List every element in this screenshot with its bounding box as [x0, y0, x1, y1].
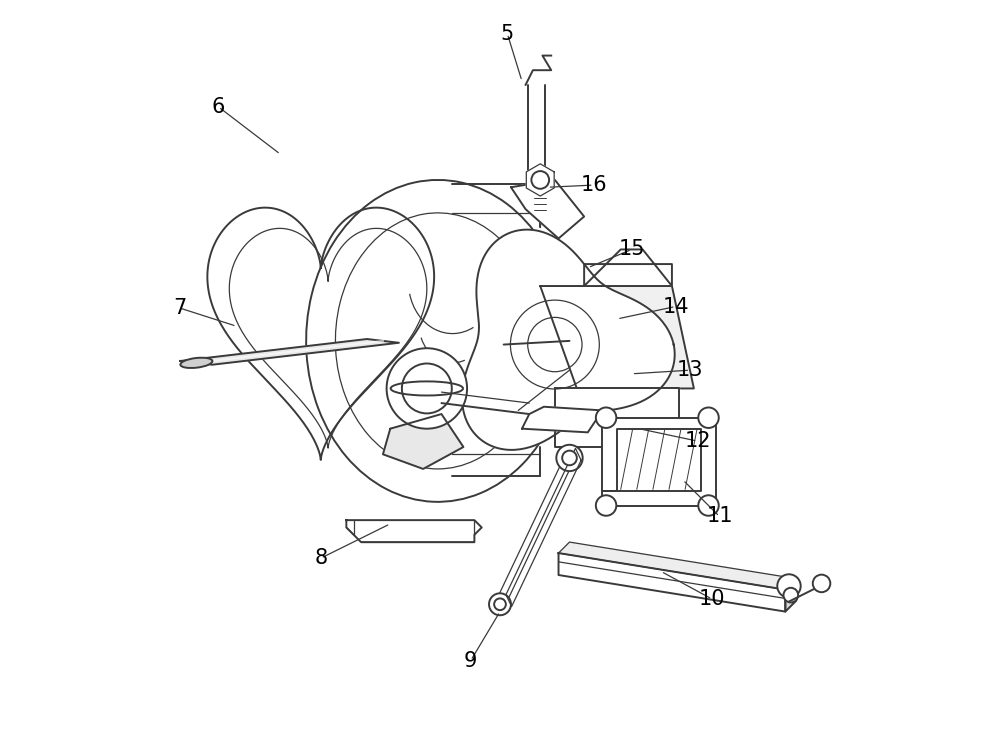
- Circle shape: [489, 593, 511, 615]
- Polygon shape: [511, 180, 584, 238]
- Polygon shape: [602, 418, 716, 506]
- Polygon shape: [559, 542, 796, 589]
- Circle shape: [596, 408, 616, 428]
- Circle shape: [698, 408, 719, 428]
- Polygon shape: [584, 249, 672, 286]
- Polygon shape: [383, 414, 463, 469]
- Polygon shape: [462, 229, 675, 450]
- Polygon shape: [346, 520, 482, 542]
- Circle shape: [562, 451, 577, 465]
- Text: 7: 7: [173, 298, 186, 318]
- Circle shape: [531, 171, 549, 189]
- Circle shape: [556, 445, 583, 471]
- Circle shape: [698, 496, 719, 516]
- Polygon shape: [522, 407, 602, 432]
- Text: 6: 6: [212, 97, 225, 117]
- Text: 16: 16: [580, 175, 607, 195]
- Text: 14: 14: [662, 297, 689, 317]
- Ellipse shape: [180, 358, 212, 368]
- Circle shape: [402, 364, 452, 413]
- Text: 13: 13: [677, 360, 703, 380]
- Polygon shape: [180, 339, 399, 365]
- Text: 12: 12: [684, 431, 711, 451]
- Circle shape: [777, 574, 801, 597]
- Polygon shape: [785, 578, 796, 611]
- Polygon shape: [559, 553, 785, 611]
- Circle shape: [494, 598, 506, 610]
- Circle shape: [783, 588, 798, 603]
- Polygon shape: [497, 452, 572, 610]
- Text: 15: 15: [618, 240, 645, 259]
- Polygon shape: [506, 449, 581, 607]
- Text: 9: 9: [464, 651, 477, 671]
- Circle shape: [813, 575, 830, 592]
- Text: 11: 11: [706, 507, 733, 526]
- Text: 5: 5: [501, 23, 514, 44]
- Polygon shape: [526, 164, 554, 196]
- Circle shape: [596, 496, 616, 516]
- Polygon shape: [540, 286, 694, 388]
- Polygon shape: [207, 207, 434, 460]
- Text: 8: 8: [314, 548, 327, 568]
- Circle shape: [387, 348, 467, 429]
- Text: 10: 10: [699, 589, 725, 609]
- Polygon shape: [555, 388, 679, 447]
